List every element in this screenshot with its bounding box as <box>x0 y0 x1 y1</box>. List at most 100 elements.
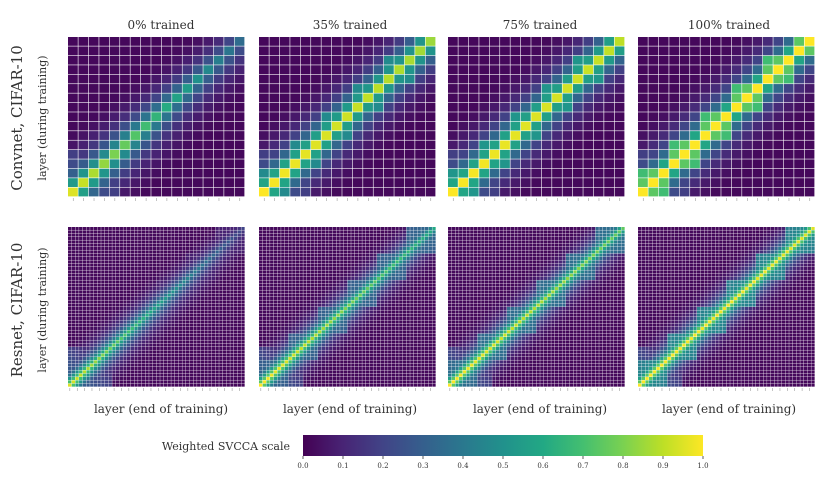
heatmap-cell <box>149 377 153 380</box>
heatmap-cell <box>90 377 94 380</box>
heatmap-cell <box>794 178 804 187</box>
heatmap-cell <box>108 260 112 264</box>
heatmap-cell <box>171 270 175 274</box>
heatmap-cell <box>160 377 164 380</box>
heatmap-cell <box>413 357 418 360</box>
heatmap-cell <box>68 270 72 274</box>
heatmap-cell <box>479 168 490 178</box>
heatmap-cell <box>710 149 721 159</box>
heatmap-cell <box>75 343 79 347</box>
heatmap-cell <box>510 168 521 178</box>
heatmap-cell <box>204 377 208 380</box>
heatmap-cell <box>421 313 425 317</box>
heatmap-cell <box>138 290 142 294</box>
heatmap-cell <box>300 46 311 56</box>
heatmap-cell <box>127 383 131 387</box>
heatmap-cell <box>203 37 214 46</box>
heatmap-cell <box>115 233 120 237</box>
heatmap-cell <box>329 300 333 304</box>
heatmap-cell <box>413 323 418 327</box>
heatmap-cell <box>127 330 131 334</box>
heatmap-cell <box>192 55 203 65</box>
heatmap-cell <box>226 317 230 320</box>
heatmap-cell <box>222 340 227 344</box>
heatmap-cell <box>300 84 311 93</box>
heatmap-cell <box>479 55 490 65</box>
heatmap-cell <box>219 273 223 277</box>
heatmap-cell <box>189 260 194 264</box>
heatmap-cell <box>112 317 116 320</box>
heatmap-cell <box>428 367 432 370</box>
heatmap-cell <box>208 363 212 367</box>
heatmap-cell <box>318 287 322 290</box>
heatmap-cell <box>156 240 160 244</box>
heatmap-cell <box>380 323 385 327</box>
heatmap-cell <box>329 323 333 327</box>
heatmap-cell <box>383 46 394 56</box>
heatmap-cell <box>171 227 175 230</box>
heatmap-cell <box>413 313 418 317</box>
heatmap-cell <box>428 363 432 367</box>
heatmap-cell <box>404 112 415 122</box>
heatmap-cell <box>500 55 510 65</box>
heatmap-cell <box>152 357 157 360</box>
heatmap-cell <box>93 250 98 254</box>
heatmap-cell <box>700 46 711 56</box>
heatmap-cell <box>352 102 363 112</box>
heatmap-cell <box>306 330 311 334</box>
heatmap-cell <box>277 307 281 310</box>
heatmap-cell <box>281 380 285 384</box>
heatmap-cell <box>79 293 83 297</box>
heatmap-cell <box>448 84 458 93</box>
heatmap-cell <box>241 270 245 274</box>
heatmap-cell <box>288 330 292 334</box>
heatmap-cell <box>151 149 162 159</box>
heatmap-cell <box>123 340 127 344</box>
heatmap-cell <box>731 37 742 46</box>
heatmap-cell <box>104 343 109 347</box>
heatmap-cell <box>189 323 194 327</box>
heatmap-cell <box>351 287 355 290</box>
heatmap-cell <box>292 297 296 300</box>
heatmap-cell <box>141 247 146 250</box>
heatmap-cell <box>417 383 421 387</box>
heatmap-cell <box>432 360 436 364</box>
heatmap-cell <box>572 178 583 187</box>
heatmap-cell <box>197 290 201 294</box>
heatmap-cell <box>762 74 773 84</box>
heatmap-cell <box>97 343 101 347</box>
heatmap-cell <box>638 46 648 56</box>
heatmap-cell <box>395 313 399 317</box>
heatmap-cell <box>428 317 432 320</box>
heatmap-cell <box>448 178 458 187</box>
heatmap-cell <box>424 373 429 377</box>
heatmap-cell <box>130 333 135 337</box>
heatmap-cell <box>211 297 216 300</box>
heatmap-cell <box>115 330 120 334</box>
heatmap-cell <box>321 287 326 290</box>
heatmap-cell <box>224 46 234 56</box>
heatmap-cell <box>79 327 83 330</box>
heatmap-cell <box>448 93 458 103</box>
heatmap-cell <box>215 367 219 370</box>
heatmap-cell <box>160 277 164 280</box>
heatmap-cell <box>413 297 418 300</box>
heatmap-cell <box>115 240 120 244</box>
heatmap-cell <box>299 383 303 387</box>
heatmap-cell <box>167 277 171 280</box>
heatmap-cell <box>101 247 105 250</box>
heatmap-cell <box>417 300 421 304</box>
heatmap-cell <box>292 327 296 330</box>
heatmap-cell <box>222 300 227 304</box>
heatmap-cell <box>93 277 98 280</box>
heatmap-cell <box>211 317 216 320</box>
heatmap-cell <box>230 230 234 234</box>
heatmap-cell <box>79 280 83 284</box>
heatmap-cell <box>428 330 432 334</box>
heatmap-cell <box>90 347 94 350</box>
heatmap-cell <box>237 323 241 327</box>
heatmap-cell <box>377 303 381 307</box>
heatmap-cell <box>233 260 238 264</box>
heatmap-cell <box>222 287 227 290</box>
heatmap-cell <box>424 370 429 374</box>
